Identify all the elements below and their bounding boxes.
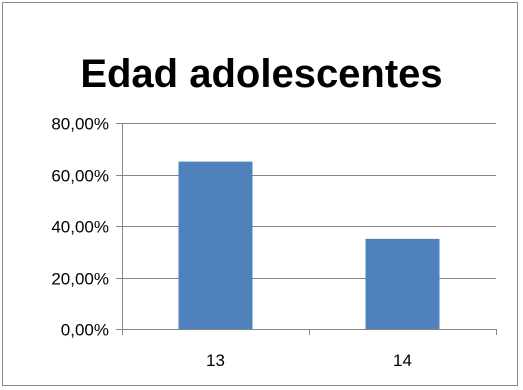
axes [116,123,497,335]
y-axis-tick-labels: 0,00% 20,00% 40,00% 60,00% 80,00% [51,115,109,340]
y-tick-label: 80,00% [51,115,109,134]
y-tick-label: 20,00% [51,270,109,289]
gridlines [122,123,496,279]
chart-title: Edad adolescentes [80,52,443,96]
x-axis-tick-labels: 13 14 [206,351,412,370]
x-tick-label: 14 [393,351,412,370]
bar [178,161,253,329]
y-tick-label: 0,00% [61,321,109,340]
y-tick-label: 60,00% [51,167,109,186]
x-tick-label: 13 [206,351,225,370]
bar [365,238,440,329]
y-tick-label: 40,00% [51,218,109,237]
bars [178,161,440,329]
